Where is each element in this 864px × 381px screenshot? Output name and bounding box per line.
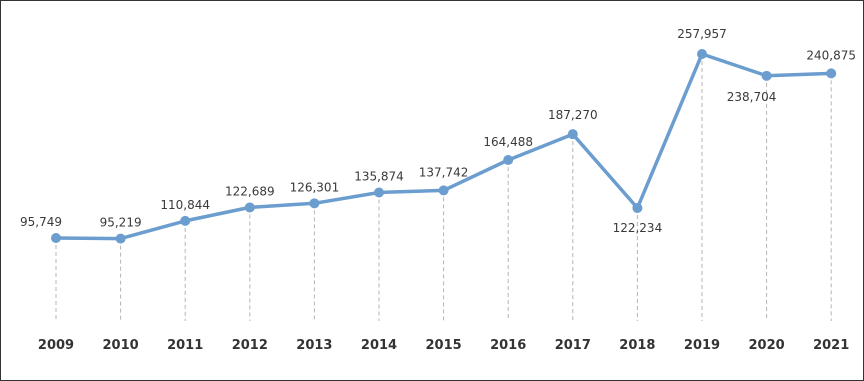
x-tick-2017: 2017 (555, 338, 591, 353)
x-tick-2018: 2018 (619, 338, 655, 353)
data-point-2017 (567, 129, 578, 140)
x-tick-2013: 2013 (296, 338, 332, 353)
data-point-2009 (51, 233, 61, 243)
x-tick-2016: 2016 (490, 338, 526, 353)
data-label-2016: 164,488 (483, 135, 533, 149)
x-tick-2009: 2009 (38, 338, 74, 353)
x-tick-2010: 2010 (103, 338, 139, 353)
data-point-2016 (503, 155, 514, 166)
data-point-2011 (180, 215, 191, 226)
data-point-2020 (761, 70, 772, 81)
data-label-2010: 95,219 (100, 216, 142, 230)
data-label-2014: 135,874 (354, 169, 404, 183)
data-label-2017: 187,270 (548, 108, 598, 122)
data-point-2012 (244, 202, 255, 213)
data-label-2018: 122,234 (613, 221, 663, 235)
data-label-2021: 240,875 (806, 48, 856, 62)
data-label-2015: 137,742 (419, 165, 469, 179)
data-label-2011: 110,844 (160, 198, 210, 212)
x-tick-2012: 2012 (232, 338, 268, 353)
data-point-2013 (309, 198, 320, 209)
data-label-2009: 95,749 (20, 215, 62, 229)
x-tick-2019: 2019 (684, 338, 720, 353)
data-point-2015 (438, 185, 449, 196)
data-point-2021 (826, 68, 837, 79)
x-tick-2014: 2014 (361, 338, 397, 353)
data-point-2018 (632, 202, 643, 213)
x-tick-2015: 2015 (426, 338, 462, 353)
data-label-2013: 126,301 (290, 180, 340, 194)
x-tick-2021: 2021 (813, 338, 849, 353)
x-tick-2011: 2011 (167, 338, 203, 353)
data-label-2020: 238,704 (727, 90, 777, 104)
data-point-2010 (115, 233, 126, 244)
data-point-2014 (374, 187, 384, 198)
x-tick-2020: 2020 (749, 338, 785, 353)
data-point-2019 (697, 49, 707, 59)
data-label-2012: 122,689 (225, 184, 275, 198)
data-label-2019: 257,957 (677, 27, 727, 41)
